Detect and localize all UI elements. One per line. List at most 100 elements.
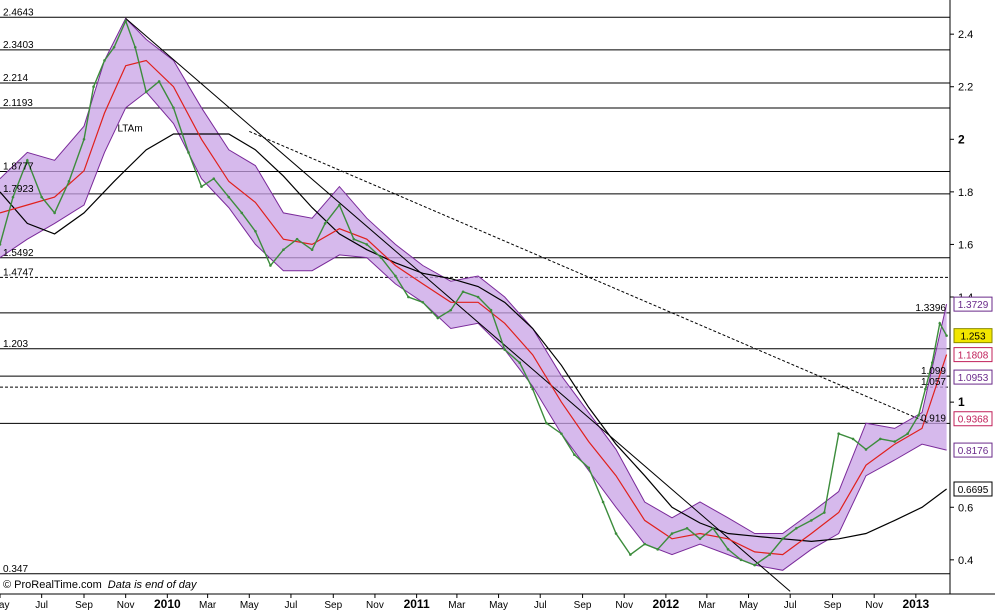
price-point bbox=[518, 361, 522, 365]
y-tick-label: 1.8 bbox=[958, 187, 973, 199]
price-point bbox=[531, 387, 535, 391]
value-box bbox=[953, 442, 993, 458]
price-point bbox=[924, 387, 927, 391]
level-label: 2.3403 bbox=[3, 40, 34, 51]
x-tick-label: Sep bbox=[824, 600, 842, 610]
price-point bbox=[739, 558, 743, 562]
value-box bbox=[953, 411, 993, 427]
price-point bbox=[906, 432, 909, 435]
annotation-label: LTAm bbox=[117, 123, 142, 134]
x-tick-label: Mar bbox=[448, 600, 466, 610]
level-label: 1.057 bbox=[921, 377, 946, 388]
price-point bbox=[365, 243, 369, 246]
y-tick-label: 2 bbox=[958, 132, 965, 146]
envelope-band bbox=[0, 18, 947, 571]
price-point bbox=[124, 19, 127, 23]
level-label: 1.3396 bbox=[915, 303, 946, 314]
price-point bbox=[614, 532, 618, 535]
price-point bbox=[82, 138, 86, 141]
value-box-label: 1.1808 bbox=[958, 351, 989, 362]
x-tick-label: Sep bbox=[75, 600, 93, 610]
y-tick-label: 0.4 bbox=[958, 555, 973, 567]
price-point bbox=[133, 46, 137, 49]
x-tick-label: May bbox=[739, 600, 758, 610]
price-point bbox=[670, 532, 674, 535]
level-label: 1.4747 bbox=[3, 267, 34, 278]
price-point bbox=[212, 177, 216, 181]
price-point bbox=[379, 256, 383, 259]
copyright-text: © ProRealTime.com bbox=[3, 579, 102, 591]
price-point bbox=[503, 348, 507, 351]
y-tick-label: 2.2 bbox=[958, 82, 973, 94]
price-point bbox=[26, 159, 29, 162]
y-tick-label: 0.6 bbox=[958, 502, 973, 514]
price-point bbox=[685, 526, 689, 530]
y-tick-label: 1 bbox=[958, 395, 965, 409]
value-box-label: 1.253 bbox=[960, 332, 985, 343]
price-point bbox=[489, 308, 493, 312]
price-point bbox=[893, 440, 896, 443]
price-point bbox=[711, 526, 715, 530]
data-note: Data is end of day bbox=[107, 579, 197, 591]
level-label: 1.099 bbox=[921, 366, 946, 377]
level-label: 2.4643 bbox=[3, 7, 34, 18]
price-point bbox=[338, 203, 341, 207]
price-point bbox=[810, 519, 813, 522]
level-label: 2.214 bbox=[3, 73, 28, 84]
price-point bbox=[449, 308, 453, 312]
value-box bbox=[953, 328, 993, 344]
x-tick-label: May bbox=[489, 600, 508, 610]
price-point bbox=[837, 432, 840, 435]
price-point bbox=[310, 248, 314, 251]
value-box-label: 0.9368 bbox=[958, 415, 989, 426]
price-point bbox=[753, 563, 756, 567]
price-point bbox=[461, 290, 465, 294]
x-tick-label: Jul bbox=[35, 600, 48, 610]
level-label: 2.1193 bbox=[3, 98, 33, 109]
level-label: 1.8777 bbox=[3, 161, 34, 172]
price-point bbox=[587, 466, 591, 470]
price-point bbox=[0, 243, 2, 246]
price-point bbox=[157, 80, 161, 83]
x-tick-label: Sep bbox=[324, 600, 342, 610]
price-point bbox=[269, 264, 272, 267]
price-point bbox=[560, 432, 563, 435]
price-point bbox=[394, 274, 397, 278]
x-tick-label: Nov bbox=[117, 600, 135, 610]
trendline bbox=[125, 18, 791, 592]
price-point bbox=[436, 316, 440, 320]
x-tick-label: 2012 bbox=[653, 597, 680, 610]
x-tick-label: 2010 bbox=[154, 597, 181, 610]
y-tick-label: 1.6 bbox=[958, 239, 973, 251]
band-upper-line bbox=[0, 17, 948, 534]
level-label: 1.203 bbox=[3, 339, 28, 350]
price-point bbox=[476, 295, 480, 299]
x-tick-label: Jul bbox=[285, 600, 298, 610]
price-point bbox=[698, 537, 702, 541]
price-point bbox=[917, 413, 920, 417]
price-point bbox=[781, 537, 784, 541]
level-label: 0.347 bbox=[3, 564, 28, 575]
band-lower-line bbox=[0, 91, 947, 571]
value-box-label: 0.6695 bbox=[958, 485, 989, 496]
price-point bbox=[200, 185, 203, 188]
value-box bbox=[953, 347, 993, 363]
price-point bbox=[768, 553, 771, 556]
x-tick-label: 2013 bbox=[903, 597, 930, 610]
level-label: 0.919 bbox=[921, 413, 946, 424]
price-point bbox=[187, 151, 190, 154]
price-point bbox=[545, 421, 548, 425]
trendline bbox=[249, 130, 930, 424]
value-box-label: 1.3729 bbox=[958, 300, 989, 311]
price-point bbox=[851, 437, 855, 441]
price-point bbox=[295, 237, 299, 241]
footer: © ProRealTime.com Data is end of day bbox=[3, 579, 196, 591]
x-tick-label: Nov bbox=[366, 600, 384, 610]
price-point bbox=[172, 106, 175, 110]
x-tick-label: May bbox=[240, 600, 259, 610]
x-tick-label: Mar bbox=[698, 600, 716, 610]
price-point bbox=[656, 548, 659, 551]
price-point bbox=[407, 295, 410, 299]
value-box-label: 0.8176 bbox=[958, 446, 989, 457]
